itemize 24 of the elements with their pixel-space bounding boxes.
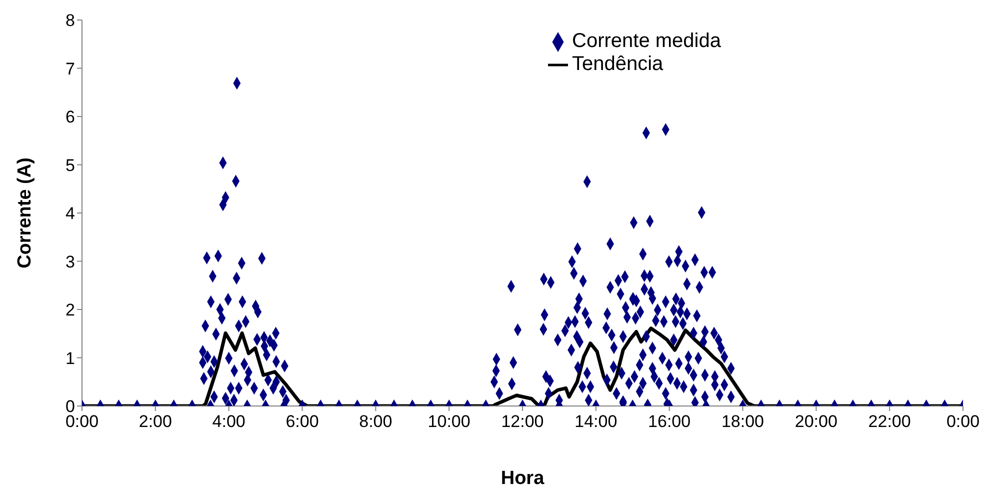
- x-tick-label: 22:00: [868, 412, 911, 432]
- x-tick-label: 18:00: [721, 412, 764, 432]
- x-tick-label: 10:00: [428, 412, 470, 432]
- x-tick-label: 0:00: [946, 412, 980, 432]
- y-tick-label: 5: [66, 156, 75, 175]
- x-axis-title: Hora: [500, 468, 545, 489]
- y-tick-label: 4: [66, 204, 75, 224]
- x-tick-label: 12:00: [501, 412, 544, 432]
- y-tick-label: 1: [66, 348, 75, 368]
- y-tick-label: 8: [66, 11, 75, 30]
- x-tick-label: 2:00: [138, 412, 172, 432]
- x-tick-label: 16:00: [648, 412, 691, 432]
- x-tick-label: 8:00: [359, 412, 392, 432]
- y-tick-label: 7: [66, 59, 75, 78]
- y-tick-label: 3: [66, 252, 75, 272]
- x-tick-label: 4:00: [212, 412, 246, 432]
- x-tick-label: 20:00: [794, 412, 838, 432]
- y-tick-label: 2: [66, 300, 75, 320]
- legend-label: Corrente medida: [572, 30, 721, 52]
- x-tick-label: 14:00: [574, 412, 618, 432]
- legend-label: Tendência: [572, 53, 664, 75]
- y-axis-title: Corrente (A): [14, 158, 36, 268]
- y-tick-label: 6: [66, 108, 75, 127]
- x-tick-label: 6:00: [286, 412, 319, 432]
